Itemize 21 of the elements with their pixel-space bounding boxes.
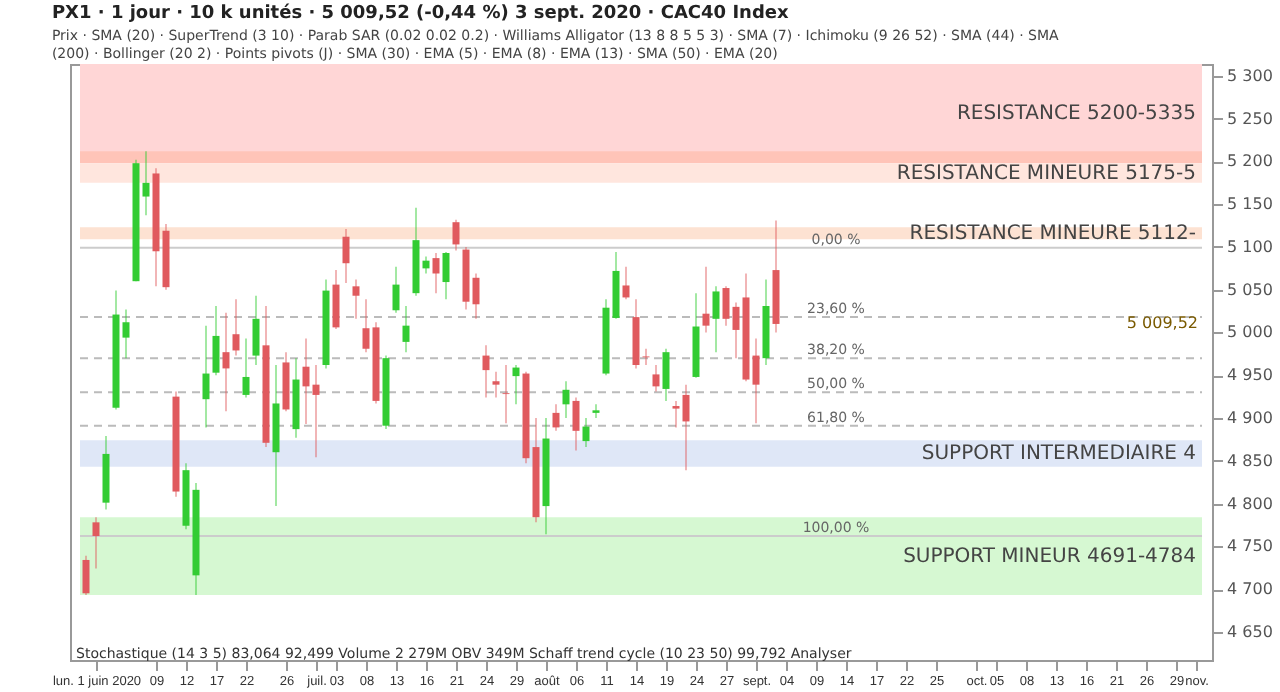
y-tick-label: 4 700 bbox=[1227, 580, 1273, 599]
y-tick-label: 4 900 bbox=[1227, 409, 1273, 428]
y-tick-label: 5 150 bbox=[1227, 195, 1273, 214]
y-tick-label: 4 650 bbox=[1227, 622, 1273, 641]
band-label: RESISTANCE MINEURE 5112- bbox=[909, 223, 1197, 246]
y-tick-label: 5 300 bbox=[1227, 66, 1273, 85]
y-tick-label: 5 250 bbox=[1227, 109, 1273, 128]
y-tick-label: 5 100 bbox=[1227, 237, 1273, 256]
y-tick-label: 4 850 bbox=[1227, 451, 1273, 470]
y-tick-label: 5 200 bbox=[1227, 152, 1273, 171]
band-label: RESISTANCE 5200-5335 bbox=[956, 102, 1196, 125]
y-tick-label: 4 800 bbox=[1227, 494, 1273, 513]
band-label: RESISTANCE MINEURE 5175-5 bbox=[896, 163, 1196, 186]
band-label: SUPPORT MINEUR 4691-4784 bbox=[903, 546, 1196, 569]
y-tick-label: 5 050 bbox=[1227, 280, 1273, 299]
y-tick-label: 4 950 bbox=[1227, 366, 1273, 385]
annotation: 5 009,52 bbox=[1126, 314, 1198, 333]
y-tick-label: 5 000 bbox=[1227, 323, 1273, 342]
band-label: SUPPORT INTERMEDIAIRE 4 bbox=[921, 443, 1196, 466]
y-tick-label: 4 750 bbox=[1227, 537, 1273, 556]
chart-title: PX1 · 1 jour · 10 k unités · 5 009,52 (-0,44 %) 3 sept. 2020 · CAC40 Index bbox=[51, 2, 789, 24]
